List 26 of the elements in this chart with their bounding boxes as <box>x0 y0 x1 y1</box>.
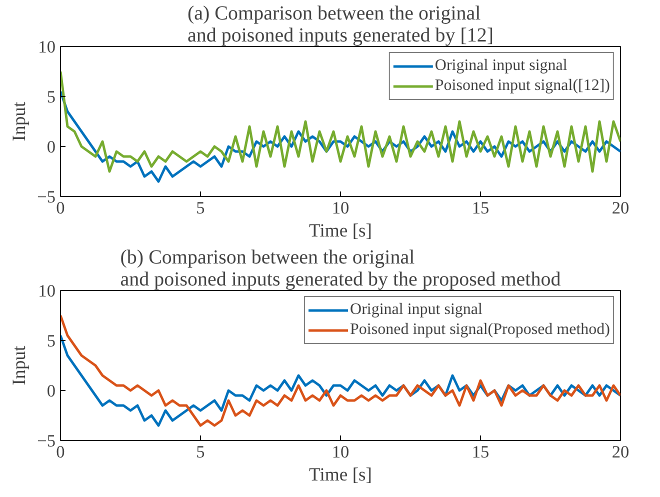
y-tick-label: 10 <box>38 38 56 56</box>
legend-label: Poisoned input signal([12]) <box>434 77 610 95</box>
y-tick-label: 5 <box>46 88 56 106</box>
y-axis-title: Input <box>9 344 30 386</box>
y-axis-title: Input <box>9 100 30 142</box>
y-tick-label: 10 <box>38 282 56 300</box>
x-tick-label: 10 <box>332 442 350 462</box>
chart-title: (a) Comparison between the original and poisoned inputs generated by [12] <box>187 2 494 46</box>
chart-title: (b) Comparison between the original and poisoned inputs generated by the proposed method <box>120 246 561 290</box>
legend-label: Original input signal <box>350 301 482 319</box>
y-tick-label: −5 <box>37 188 56 206</box>
x-tick-label: 15 <box>472 198 490 218</box>
x-axis-title: Time [s] <box>308 464 372 486</box>
y-tick-label: 5 <box>46 332 56 350</box>
x-tick-label: 5 <box>196 198 205 218</box>
y-tick-label: −5 <box>37 432 56 450</box>
x-tick-label: 20 <box>612 442 630 462</box>
legend-label: Original input signal <box>434 57 568 75</box>
x-tick-label: 5 <box>196 442 205 462</box>
y-tick-label: 0 <box>46 382 56 400</box>
y-tick-label: 0 <box>46 138 56 156</box>
x-tick-label: 10 <box>332 198 350 218</box>
x-tick-label: 20 <box>612 198 630 218</box>
legend-label: Poisoned input signal(Proposed method) <box>350 321 610 339</box>
x-axis-title: Time [s] <box>308 220 372 242</box>
x-tick-label: 15 <box>472 442 490 462</box>
